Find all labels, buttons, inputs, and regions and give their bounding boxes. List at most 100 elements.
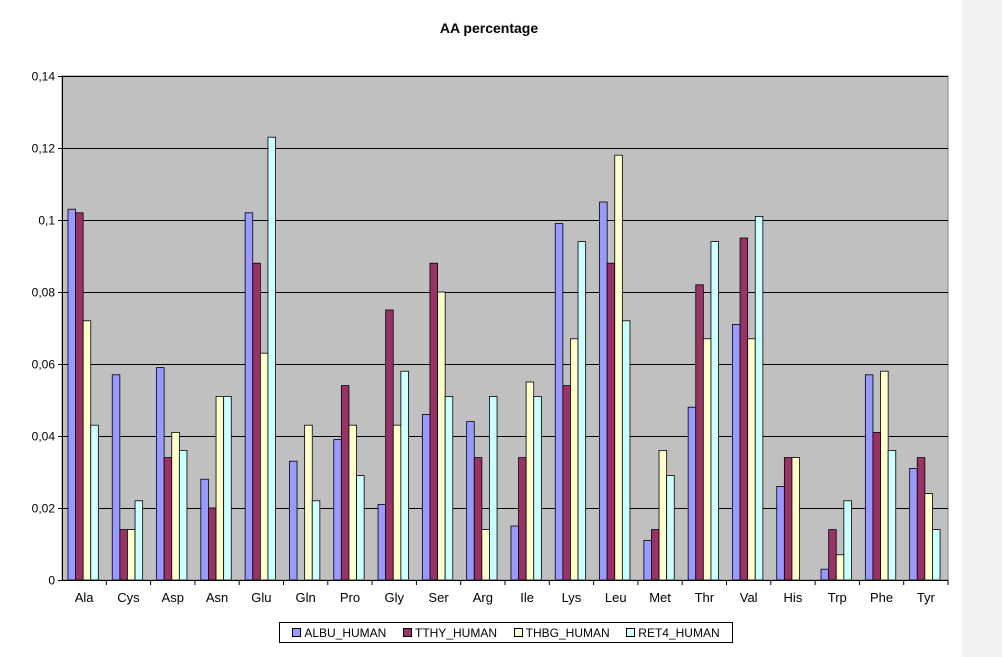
- bar-albu-human: [599, 201, 608, 581]
- bar-albu-human: [687, 406, 697, 581]
- bar-ret4-human: [843, 500, 852, 581]
- bar-ret4-human: [267, 136, 276, 581]
- x-tick-label: Met: [649, 590, 671, 605]
- bar-tthy-human: [562, 385, 571, 581]
- bar-albu-human: [289, 460, 298, 581]
- bar-thbg-human: [215, 395, 225, 581]
- legend-item: TTHY_HUMAN: [402, 626, 497, 640]
- bar-albu-human: [421, 413, 431, 581]
- x-tick-label: Ser: [428, 590, 449, 605]
- x-tick-label: Leu: [605, 590, 627, 605]
- bar-tthy-human: [429, 262, 438, 581]
- bar-albu-human: [377, 503, 387, 581]
- bar-albu-human: [909, 467, 918, 581]
- bar-tthy-human: [163, 457, 173, 581]
- bar-tthy-human: [385, 309, 394, 581]
- bar-thbg-human: [880, 370, 889, 581]
- bar-albu-human: [776, 485, 785, 581]
- bar-ret4-human: [754, 215, 764, 581]
- bar-tthy-human: [473, 457, 483, 581]
- bar-albu-human: [333, 439, 342, 581]
- legend-item: ALBU_HUMAN: [292, 626, 386, 640]
- bar-ret4-human: [178, 449, 188, 581]
- x-tick-label: Thr: [695, 590, 715, 605]
- x-tick-label: His: [784, 590, 803, 605]
- bar-tthy-human: [916, 457, 926, 581]
- bar-ret4-human: [356, 475, 365, 581]
- bar-ret4-human: [577, 241, 587, 581]
- legend-swatch: [626, 628, 636, 637]
- bar-thbg-human: [791, 457, 800, 581]
- bar-chart: 0 0,02 0,04 0,06 0,08 0,1 0,12 0,14 Ala Cys Asp Asn…: [32, 70, 949, 605]
- plot-background: [61, 75, 949, 581]
- x-tick-label: Asn: [206, 590, 228, 605]
- bar-tthy-human: [75, 212, 84, 581]
- legend-item: RET4_HUMAN: [626, 625, 720, 640]
- x-tick-label: Cys: [117, 590, 140, 605]
- bar-thbg-human: [525, 381, 535, 581]
- bar-thbg-human: [127, 529, 136, 581]
- bar-albu-human: [111, 374, 121, 581]
- window-edge: [962, 0, 1002, 657]
- chart-legend: ALBU_HUMAN TTHY_HUMAN THBG_HUMAN RET4_HUMAN: [279, 622, 733, 643]
- bar-thbg-human: [304, 424, 313, 581]
- bar-thbg-human: [171, 431, 180, 581]
- bar-albu-human: [554, 223, 564, 581]
- bar-ret4-human: [887, 449, 897, 581]
- bar-ret4-human: [134, 500, 144, 581]
- bar-ret4-human: [533, 395, 542, 581]
- bar-ret4-human: [710, 241, 719, 581]
- bar-albu-human: [820, 568, 830, 581]
- bar-thbg-human: [481, 529, 490, 581]
- x-tick-label: Ile: [520, 590, 534, 605]
- legend-label: THBG_HUMAN: [525, 625, 610, 640]
- bar-ret4-human: [932, 529, 941, 581]
- y-tick-label: 0,06: [32, 358, 56, 372]
- bar-tthy-human: [606, 262, 616, 581]
- bar-ret4-human: [223, 395, 232, 581]
- bar-thbg-human: [658, 449, 668, 581]
- x-tick-label: Lys: [562, 590, 582, 605]
- y-tick-label: 0,14: [32, 70, 56, 84]
- bar-thbg-human: [835, 554, 845, 581]
- bar-ret4-human: [666, 475, 675, 581]
- y-tick-label: 0,04: [32, 430, 56, 444]
- bar-ret4-human: [621, 320, 631, 581]
- bar-albu-human: [67, 208, 76, 581]
- bar-tthy-human: [119, 529, 128, 581]
- legend-swatch: [292, 628, 302, 637]
- bar-ret4-human: [400, 370, 409, 581]
- y-tick-label: 0: [48, 574, 55, 588]
- bar-thbg-human: [614, 154, 623, 581]
- bar-albu-human: [864, 374, 874, 581]
- bar-tthy-human: [828, 529, 837, 581]
- bar-tthy-human: [739, 237, 749, 581]
- bar-albu-human: [466, 421, 475, 581]
- y-tick-label: 0,08: [32, 286, 56, 300]
- bar-albu-human: [200, 478, 209, 581]
- bar-tthy-human: [651, 529, 660, 581]
- bar-tthy-human: [340, 385, 350, 581]
- y-tick-label: 0,1: [38, 214, 55, 228]
- bar-thbg-human: [437, 291, 446, 581]
- bar-thbg-human: [924, 493, 933, 581]
- legend-swatch: [402, 628, 412, 637]
- bar-albu-human: [732, 323, 741, 581]
- bar-tthy-human: [783, 457, 793, 581]
- bar-thbg-human: [259, 352, 269, 581]
- bar-thbg-human: [392, 424, 402, 581]
- bar-ret4-human: [90, 424, 99, 581]
- bar-tthy-human: [252, 262, 261, 581]
- bar-tthy-human: [208, 507, 217, 581]
- x-tick-label: Asp: [162, 590, 184, 605]
- bar-albu-human: [510, 525, 519, 581]
- y-tick-label: 0,02: [32, 502, 56, 516]
- bar-ret4-human: [444, 395, 454, 581]
- x-tick-label: Gln: [296, 590, 316, 605]
- bar-albu-human: [244, 212, 254, 581]
- legend-label: ALBU_HUMAN: [304, 625, 387, 640]
- legend-label: RET4_HUMAN: [638, 625, 720, 640]
- legend-item: THBG_HUMAN: [513, 625, 610, 640]
- bar-tthy-human: [695, 284, 704, 581]
- bar-thbg-human: [747, 338, 756, 581]
